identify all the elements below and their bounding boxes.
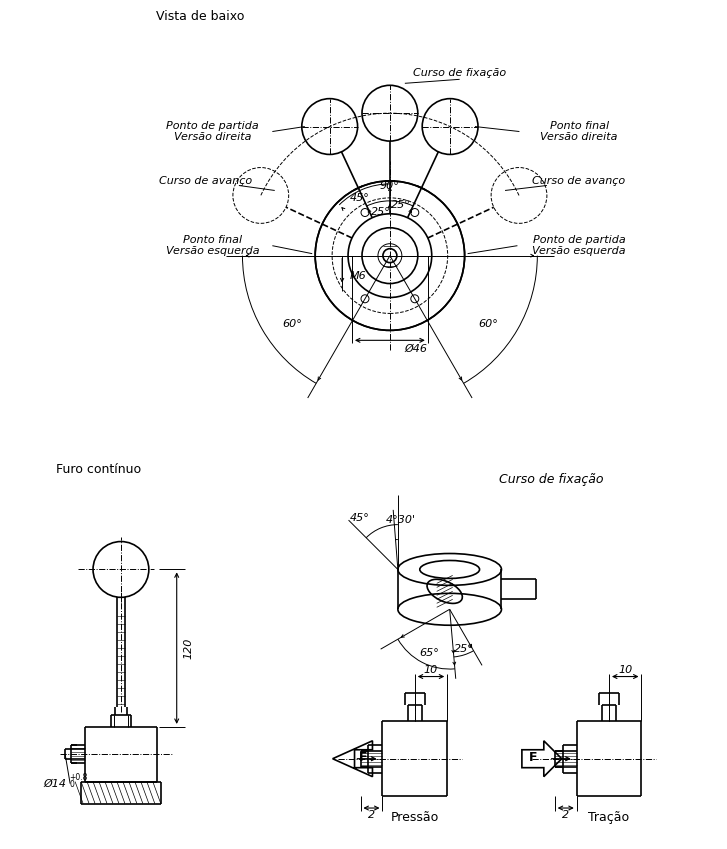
Text: Ponto de partida
Versão esquerda: Ponto de partida Versão esquerda bbox=[532, 235, 626, 256]
Text: 25°: 25° bbox=[454, 644, 474, 654]
Text: 25°: 25° bbox=[371, 207, 390, 216]
Text: Curso de fixação: Curso de fixação bbox=[413, 69, 506, 78]
Text: 25°: 25° bbox=[390, 200, 411, 210]
Text: 4°30': 4°30' bbox=[386, 514, 416, 525]
Text: 10: 10 bbox=[424, 665, 438, 675]
Text: 45°: 45° bbox=[350, 513, 370, 523]
Text: Curso de avanço: Curso de avanço bbox=[532, 176, 625, 185]
Text: Ponto final
Versão esquerda: Ponto final Versão esquerda bbox=[166, 235, 260, 256]
Text: Ponto de partida
Versão direita: Ponto de partida Versão direita bbox=[166, 121, 259, 143]
Text: +0.8: +0.8 bbox=[69, 773, 87, 782]
Text: F: F bbox=[529, 751, 537, 764]
Text: Ø14: Ø14 bbox=[43, 779, 66, 789]
Text: Ponto final
Versão direita: Ponto final Versão direita bbox=[540, 121, 618, 143]
Text: 60°: 60° bbox=[282, 319, 302, 329]
Text: 2: 2 bbox=[368, 810, 375, 820]
Text: Curso de avanço: Curso de avanço bbox=[159, 176, 252, 185]
Text: Curso de fixação: Curso de fixação bbox=[499, 473, 604, 486]
Text: Pressão: Pressão bbox=[390, 812, 439, 824]
Text: 60°: 60° bbox=[478, 319, 498, 329]
Text: 2: 2 bbox=[562, 810, 569, 820]
Text: 10: 10 bbox=[618, 665, 632, 675]
Text: 90°: 90° bbox=[380, 181, 400, 191]
Text: Ø46: Ø46 bbox=[405, 345, 428, 354]
Text: 0: 0 bbox=[69, 780, 74, 789]
Text: 45°: 45° bbox=[350, 194, 369, 204]
Text: F: F bbox=[359, 751, 368, 764]
Text: Vista de baixo: Vista de baixo bbox=[156, 10, 244, 23]
Text: M6: M6 bbox=[350, 271, 367, 280]
Text: Tração: Tração bbox=[588, 812, 630, 824]
Text: Furo contínuo: Furo contínuo bbox=[56, 464, 141, 476]
Text: 120: 120 bbox=[184, 638, 193, 659]
Text: 65°: 65° bbox=[419, 648, 439, 658]
